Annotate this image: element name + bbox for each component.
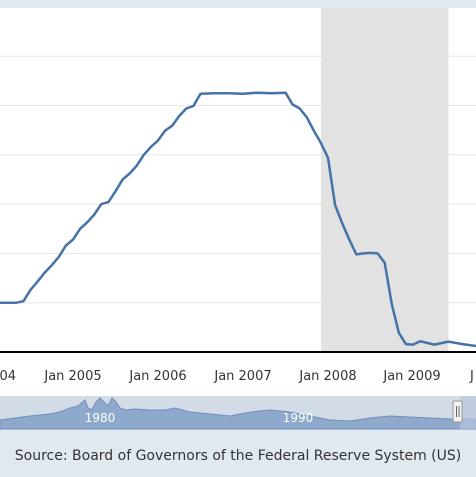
series-line — [0, 91, 476, 348]
recession-shading — [320, 8, 449, 352]
navigator-label: 1990 — [283, 411, 314, 425]
x-tick-label: Jan 2005 — [43, 369, 101, 384]
range-navigator[interactable]: 1980 1990 — [0, 396, 476, 430]
x-tick-label: Jan 2009 — [382, 369, 440, 384]
x-tick-label: Jan 2007 — [213, 369, 271, 384]
grid-lines — [0, 55, 476, 304]
navigator-series — [0, 397, 476, 430]
x-axis-ticks: 04 Jan 2005 Jan 2006 Jan 2007 Jan 2008 Jan 20… — [0, 369, 474, 384]
navigator-label: 1980 — [85, 411, 116, 425]
x-tick-label: 04 — [0, 369, 16, 384]
navigator-handle[interactable] — [452, 400, 463, 423]
navigator-selection[interactable] — [460, 396, 476, 429]
x-tick-label: Jan 2008 — [298, 369, 356, 384]
x-tick-label: J — [469, 369, 474, 384]
source-note: Source: Board of Governors of the Federa… — [14, 448, 462, 464]
x-tick-label: Jan 2006 — [128, 369, 186, 384]
